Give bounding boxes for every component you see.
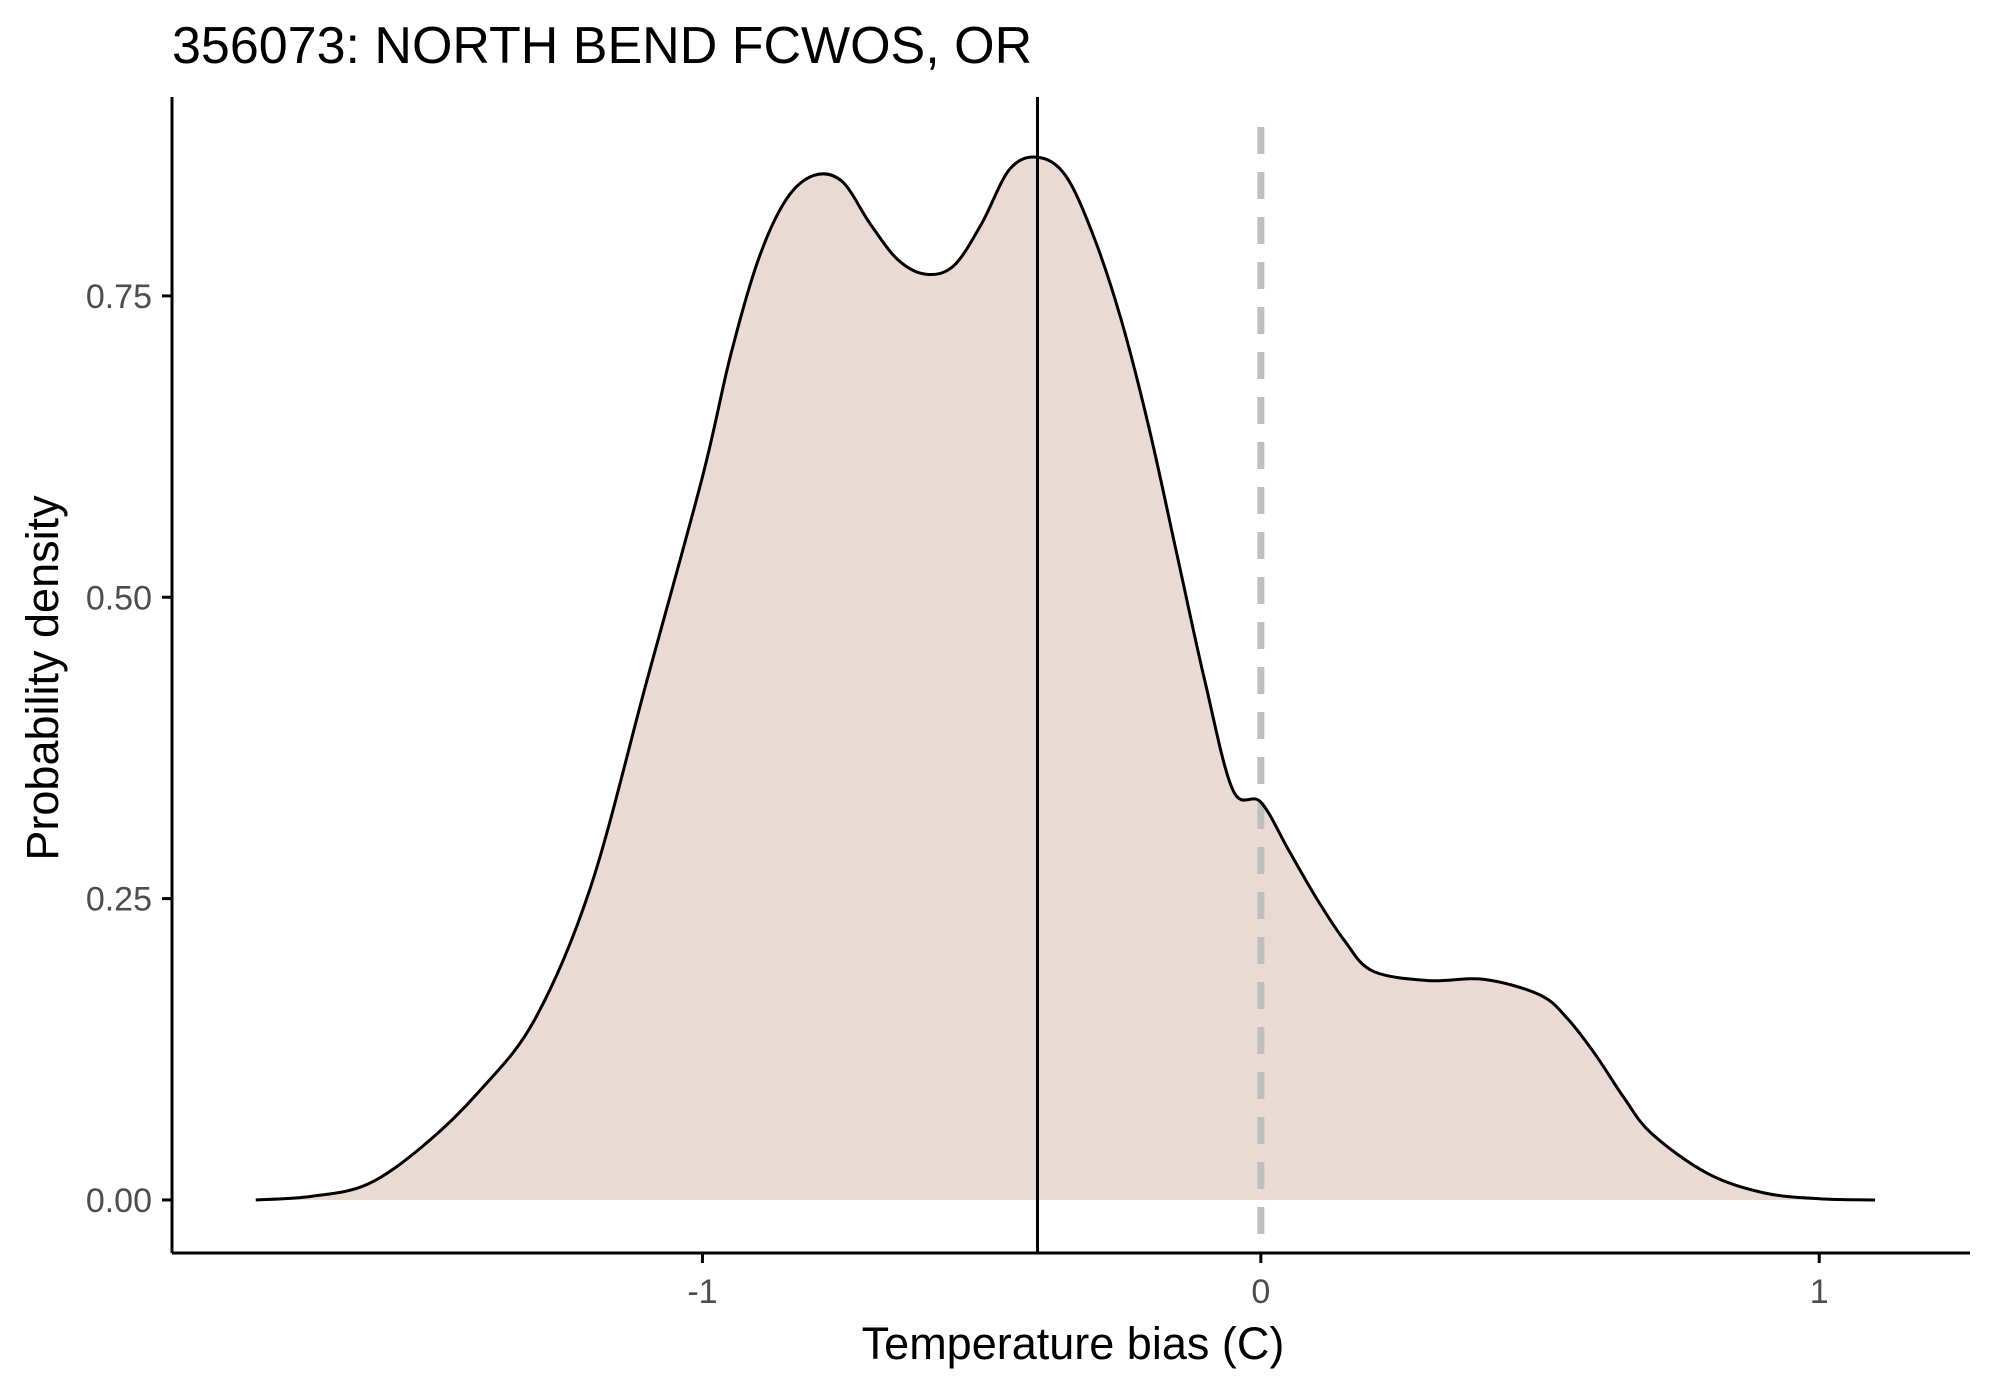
y-axis-title: Probability density (17, 495, 68, 861)
y-tick-label: 0.75 (86, 278, 152, 316)
plot-area (255, 97, 1876, 1253)
x-tick-label: 0 (1251, 1273, 1270, 1311)
density-curve (255, 155, 1876, 1202)
y-tick-label: 0.25 (86, 881, 152, 919)
x-axis-title: Temperature bias (C) (862, 1318, 1285, 1369)
y-ticks: 0.00 0.25 0.50 0.75 (86, 278, 172, 1220)
chart-title: 356073: NORTH BEND FCWOS, OR (172, 17, 1032, 75)
x-tick-label: 1 (1810, 1273, 1829, 1311)
x-tick-label: -1 (687, 1273, 717, 1311)
y-tick-label: 0.00 (86, 1182, 152, 1220)
x-axis: -1 0 1 (172, 1251, 1970, 1311)
x-ticks: -1 0 1 (687, 1253, 1829, 1311)
y-tick-label: 0.50 (86, 579, 152, 617)
density-area (255, 157, 1876, 1200)
y-axis: 0.00 0.25 0.50 0.75 (86, 97, 174, 1253)
